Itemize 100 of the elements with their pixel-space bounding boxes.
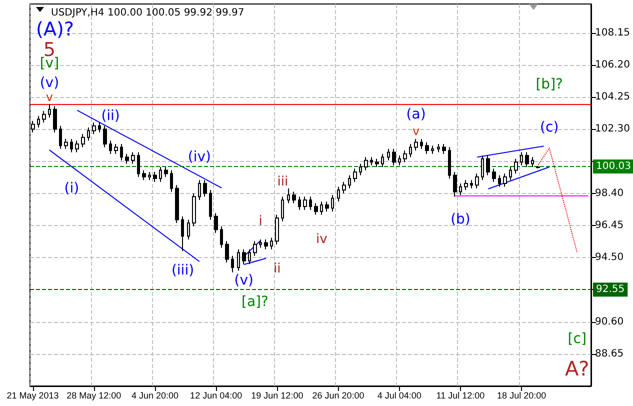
candlestick	[159, 166, 162, 182]
annotation: (i)	[64, 180, 80, 196]
candlestick	[375, 158, 379, 168]
y-tick-label: 98.40	[595, 188, 624, 199]
candlestick	[148, 171, 151, 181]
candlestick	[98, 122, 101, 133]
candlestick	[125, 153, 129, 164]
candlestick	[498, 174, 501, 188]
candlestick	[114, 143, 118, 154]
candlestick	[387, 148, 390, 161]
candlestick	[314, 202, 318, 216]
candlestick	[81, 134, 85, 148]
candlestick	[325, 201, 329, 212]
candlestick	[231, 255, 234, 273]
candlestick	[214, 212, 218, 234]
candlestick	[342, 181, 346, 194]
candlestick	[42, 110, 46, 124]
annotation: iv	[316, 232, 328, 247]
candlestick	[131, 152, 135, 164]
candlestick	[381, 153, 384, 168]
annotation: (iii)	[171, 262, 194, 279]
annotation: (iv)	[188, 149, 211, 166]
candlestick	[414, 138, 418, 152]
candlestick	[492, 168, 496, 182]
x-tick-label: 26 Jun 20:00	[312, 390, 364, 400]
candlestick	[120, 143, 123, 161]
candlestick	[392, 148, 396, 166]
candlestick	[225, 240, 229, 264]
candlestick	[514, 158, 518, 174]
candlestick	[331, 194, 334, 212]
candlestick	[464, 180, 468, 191]
annotation: iii	[277, 174, 288, 190]
candlestick	[70, 138, 73, 153]
candlestick	[348, 174, 351, 189]
candlestick	[270, 237, 273, 250]
candlestick	[309, 196, 312, 210]
candlestick	[448, 146, 451, 180]
candlestick	[64, 138, 68, 150]
candlestick	[264, 238, 268, 250]
ref-line-label: 100.03	[596, 161, 631, 172]
candlestick	[503, 173, 507, 188]
y-tick-label: 94.50	[595, 252, 624, 264]
candlestick	[220, 226, 223, 248]
candlestick	[442, 143, 446, 154]
chart-title: USDJPY,H4 100.00 100.05 99.92 99.97	[51, 8, 244, 18]
x-tick-label: 4 Jun 20:00	[131, 390, 178, 400]
candlestick	[198, 180, 201, 200]
candlestick	[203, 180, 207, 198]
y-tick-label: 104.25	[595, 92, 630, 103]
annotation: [a]?	[241, 294, 268, 310]
candlestick	[87, 126, 90, 142]
candlestick	[281, 196, 284, 222]
candlestick	[403, 150, 407, 163]
candlestick	[420, 138, 423, 150]
candlestick	[237, 248, 240, 272]
candlestick	[525, 152, 529, 168]
candlestick	[370, 156, 373, 166]
candlestick	[192, 192, 196, 227]
candlestick	[303, 196, 307, 210]
candlestick	[242, 248, 246, 265]
candlestick	[486, 154, 490, 176]
candlestick	[164, 166, 168, 178]
y-tick-label: 96.45	[595, 220, 624, 231]
candlestick	[170, 170, 173, 192]
candlestick	[459, 182, 462, 196]
y-tick-label: 106.20	[595, 59, 630, 70]
annotation: (a)	[406, 106, 426, 122]
annotation: [b]?	[536, 76, 563, 93]
x-tick-label: 18 Jul 20:00	[497, 390, 546, 400]
candlestick	[187, 219, 190, 240]
candlestick	[353, 168, 357, 182]
candlestick	[520, 152, 523, 166]
candlestick	[109, 140, 112, 154]
candlestick	[481, 154, 484, 181]
candlestick	[320, 201, 323, 216]
candlestick	[437, 143, 440, 153]
candlestick	[253, 240, 257, 256]
annotation: v	[412, 124, 420, 138]
candlestick	[453, 171, 457, 198]
candlestick	[475, 173, 479, 189]
x-tick-label: 4 Jul 04:00	[377, 390, 422, 400]
y-tick-label: 108.15	[595, 27, 630, 38]
annotation: ii	[274, 262, 281, 277]
x-tick-label: 28 May 12:00	[66, 390, 122, 400]
candlestick	[287, 188, 290, 204]
candlestick	[292, 191, 296, 204]
candlestick	[536, 166, 540, 169]
annotation: v	[46, 90, 53, 104]
ref-line-label: 92.55	[596, 284, 625, 296]
candlestick	[48, 104, 51, 118]
candlestick	[175, 184, 179, 224]
annotation: (v)	[234, 272, 254, 289]
x-tick-label: 11 Jul 12:00	[436, 390, 485, 400]
candlestick	[364, 156, 368, 171]
annotation: (b)	[450, 212, 470, 228]
candlestick	[142, 170, 146, 181]
x-tick-label: 21 May 2013	[6, 390, 59, 400]
annotation: (ii)	[101, 108, 120, 124]
candlestick	[248, 248, 251, 265]
candlestick	[92, 122, 96, 135]
